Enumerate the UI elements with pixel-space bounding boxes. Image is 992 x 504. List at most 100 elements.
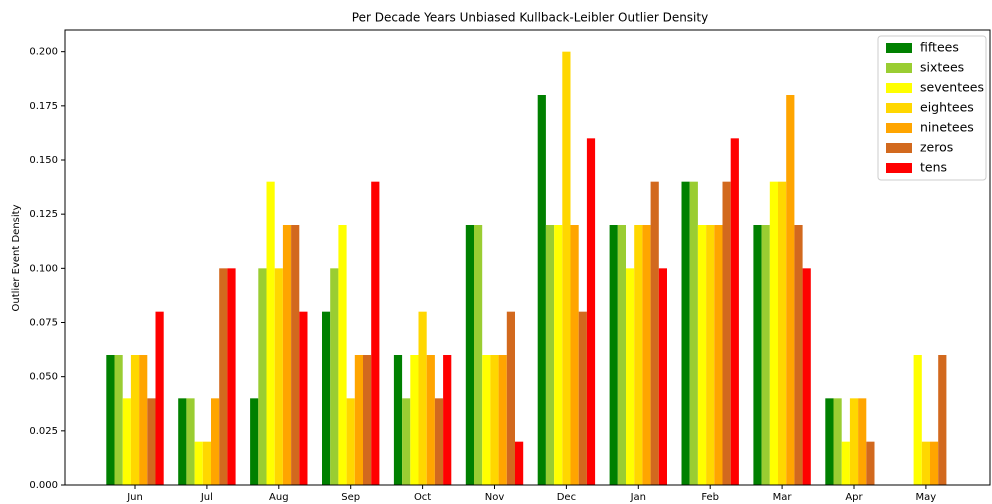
bar [706, 225, 715, 485]
x-tick-label: Mar [773, 492, 793, 503]
legend-label: sixtees [920, 60, 964, 75]
bar [681, 181, 690, 485]
bar [794, 225, 803, 485]
x-tick-label: Apr [845, 492, 863, 503]
bar [689, 181, 698, 485]
y-tick-label: 0.125 [29, 209, 58, 220]
bar [562, 51, 571, 486]
bar [434, 398, 444, 485]
bar [250, 398, 259, 485]
x-tick-label: Feb [701, 492, 719, 503]
x-tick-label: Nov [485, 492, 505, 503]
bar [586, 138, 596, 486]
y-axis-label: Outlier Event Density [11, 204, 22, 311]
bar [393, 355, 403, 485]
bar [354, 355, 363, 485]
legend-swatch [886, 163, 912, 173]
bar [753, 225, 762, 485]
bar [570, 225, 579, 485]
y-tick-label: 0.050 [29, 372, 58, 383]
bar [697, 225, 707, 485]
bar [825, 398, 834, 485]
bar [426, 355, 435, 485]
x-tick-label: Sep [341, 492, 360, 503]
legend-label: ninetees [920, 120, 974, 135]
bar [178, 398, 187, 485]
legend-swatch [886, 103, 912, 113]
bar [194, 441, 203, 485]
bar [730, 138, 739, 486]
bar [714, 225, 723, 485]
x-tick-label: May [916, 492, 937, 503]
bar [139, 355, 148, 485]
bar [545, 225, 555, 485]
bar [537, 95, 546, 485]
legend-label: fiftees [920, 40, 959, 55]
y-tick-label: 0.100 [29, 263, 58, 274]
bar [858, 398, 867, 485]
bar [114, 355, 123, 485]
x-tick-label: Oct [414, 492, 431, 503]
legend-swatch [886, 63, 912, 73]
bar [609, 225, 618, 485]
legend-swatch [886, 43, 912, 53]
bar [913, 355, 922, 485]
bar [155, 311, 164, 485]
bar [202, 441, 211, 485]
bar [642, 225, 651, 485]
legend-label: seventees [920, 80, 984, 95]
bar [219, 268, 228, 485]
bar [122, 398, 131, 485]
y-tick-label: 0.025 [29, 426, 58, 437]
x-tick-label: Jun [126, 492, 143, 503]
bar [930, 441, 939, 485]
chart-title: Per Decade Years Unbiased Kullback-Leibl… [352, 11, 708, 25]
x-tick-label: Jul [200, 492, 213, 503]
legend-label: eightees [920, 100, 974, 115]
bar [402, 398, 411, 485]
legend-label: zeros [920, 140, 953, 155]
bar [258, 268, 267, 485]
bar [211, 398, 220, 485]
bar [761, 225, 770, 485]
bar [130, 355, 140, 485]
x-tick-label: Aug [269, 492, 289, 503]
bar [921, 441, 930, 485]
legend-swatch [886, 123, 912, 133]
bar [515, 441, 524, 485]
bar [106, 355, 115, 485]
y-tick-label: 0.175 [29, 101, 58, 112]
bar [186, 398, 195, 485]
y-tick-label: 0.200 [29, 47, 58, 58]
legend-swatch [886, 143, 912, 153]
bar [769, 181, 778, 485]
x-tick-label: Dec [557, 492, 576, 503]
bar [443, 355, 452, 485]
bar [626, 268, 635, 485]
bar [227, 268, 236, 485]
bar [722, 181, 731, 485]
bar [363, 355, 372, 485]
bar [338, 225, 347, 485]
bar [322, 311, 331, 485]
bar [617, 225, 626, 485]
bar [274, 268, 283, 485]
bar [866, 441, 875, 485]
bar [482, 355, 491, 485]
bar [786, 95, 795, 485]
legend-label: tens [920, 160, 947, 175]
bar [554, 225, 563, 485]
x-tick-label: Jan [630, 492, 646, 503]
y-tick-label: 0.000 [29, 480, 58, 491]
bar [658, 268, 667, 485]
bar [346, 398, 355, 485]
bar [849, 398, 859, 485]
bar [291, 225, 300, 485]
bar [802, 268, 811, 485]
bar [418, 311, 427, 485]
bar [299, 311, 308, 485]
bar [938, 355, 947, 485]
bar [650, 181, 659, 485]
bar [465, 225, 474, 485]
